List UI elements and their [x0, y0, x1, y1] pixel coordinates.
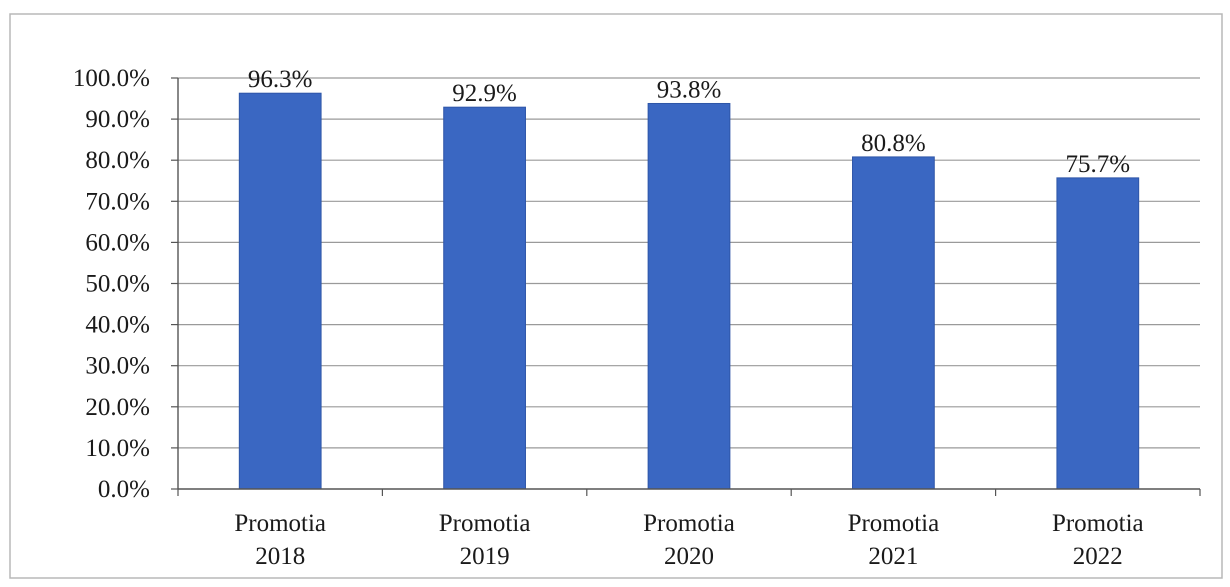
x-category-label-line: 2018: [255, 543, 305, 570]
x-category-label-line: Promotia: [848, 510, 940, 537]
data-label: 93.8%: [657, 76, 722, 103]
x-category-label: Promotia 2022: [1052, 510, 1144, 570]
y-tick-label: 50.0%: [85, 271, 150, 298]
x-category-label-line: Promotia: [643, 510, 735, 537]
y-tick-label: 100.0%: [73, 65, 150, 92]
bar: [852, 156, 935, 490]
y-tick-label: 30.0%: [85, 353, 150, 380]
x-category-label: Promotia 2018: [234, 510, 326, 570]
x-category-label: Promotia 2021: [848, 510, 940, 570]
x-category-label-line: Promotia: [234, 510, 326, 537]
x-category-label-line: Promotia: [439, 510, 531, 537]
x-category-label-line: Promotia: [1052, 510, 1144, 537]
y-tick-label: 20.0%: [85, 394, 150, 421]
x-category-label: Promotia 2020: [643, 510, 735, 570]
data-labels: 96.3% 92.9% 93.8% 80.8% 75.7%: [248, 66, 1130, 178]
y-tick-label: 90.0%: [85, 106, 150, 133]
y-tick-label: 80.0%: [85, 147, 150, 174]
x-category-label-line: 2019: [460, 543, 510, 570]
data-label: 92.9%: [452, 80, 517, 107]
bar: [443, 106, 526, 490]
data-label: 80.8%: [861, 130, 926, 157]
y-tick-label: 60.0%: [85, 229, 150, 256]
bar: [1056, 177, 1140, 490]
x-category-label-line: 2021: [868, 543, 918, 570]
y-tick-label: 10.0%: [85, 435, 150, 462]
bar: [647, 102, 731, 490]
x-category-label-line: 2020: [664, 543, 714, 570]
x-category-label: Promotia 2019: [439, 510, 531, 570]
axes: [171, 77, 1201, 496]
data-label: 96.3%: [248, 66, 313, 93]
chart-frame: [9, 13, 1223, 579]
x-category-label-line: 2022: [1073, 543, 1123, 570]
y-tick-labels: 0.0% 10.0% 20.0% 30.0% 40.0% 50.0% 60.0% 70.0% 8…: [73, 65, 150, 503]
y-tick-label: 0.0%: [98, 476, 150, 503]
y-tick-label: 40.0%: [85, 312, 150, 339]
y-tick-label: 70.0%: [85, 188, 150, 215]
bar: [238, 92, 322, 490]
data-label: 75.7%: [1066, 151, 1131, 178]
